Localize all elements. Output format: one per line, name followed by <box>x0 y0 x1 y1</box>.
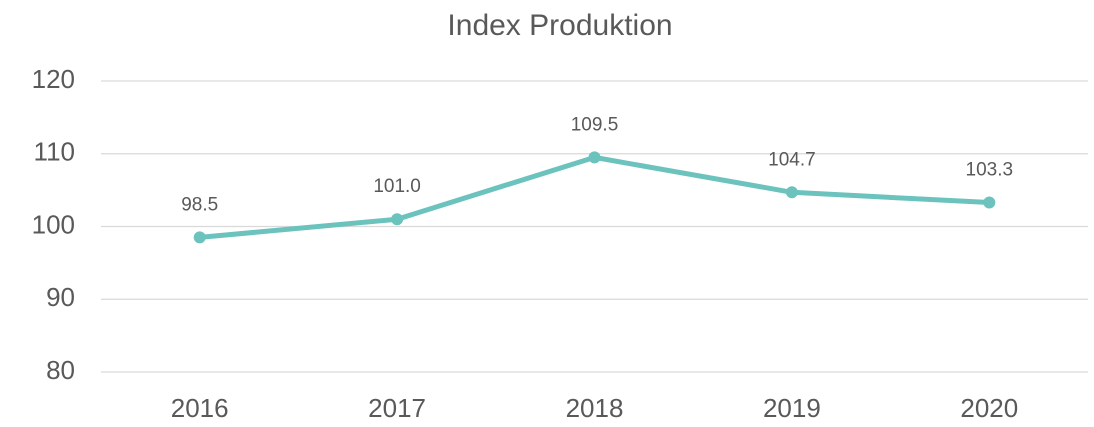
data-point <box>193 231 206 244</box>
data-point <box>588 151 601 164</box>
data-point <box>391 213 404 226</box>
data-point <box>785 186 798 199</box>
chart-title: Index Produktion <box>447 9 672 42</box>
data-label: 98.5 <box>181 194 218 215</box>
data-label: 103.3 <box>966 160 1014 181</box>
x-tick-label: 2017 <box>368 393 426 423</box>
y-tick-label: 120 <box>32 64 75 94</box>
data-label: 101.0 <box>373 176 421 197</box>
y-tick-label: 110 <box>34 137 75 167</box>
y-tick-label: 80 <box>46 355 75 385</box>
y-tick-label: 100 <box>32 209 75 239</box>
data-label: 104.7 <box>768 149 816 170</box>
x-tick-label: 2019 <box>763 393 821 423</box>
x-tick-label: 2020 <box>960 393 1018 423</box>
y-tick-label: 90 <box>46 282 75 312</box>
data-point <box>983 196 996 209</box>
data-label: 109.5 <box>571 114 619 135</box>
data-line <box>199 154 990 240</box>
x-tick-label: 2016 <box>171 393 229 423</box>
x-tick-label: 2018 <box>566 393 624 423</box>
